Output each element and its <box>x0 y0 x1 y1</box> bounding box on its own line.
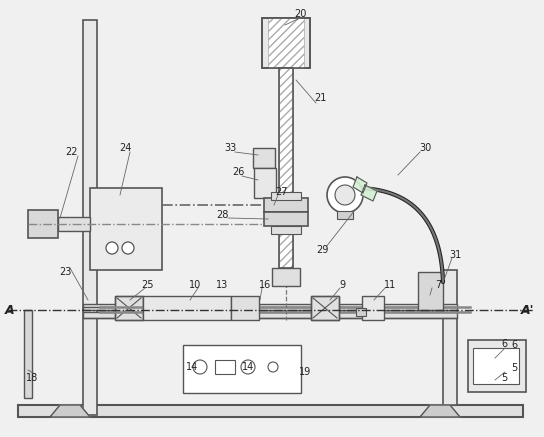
Text: A: A <box>5 304 15 316</box>
Polygon shape <box>420 405 460 417</box>
Bar <box>264 212 308 226</box>
Bar <box>268 18 304 68</box>
Text: 26: 26 <box>232 167 244 177</box>
Bar <box>271 192 301 200</box>
Text: 10: 10 <box>189 280 201 290</box>
Bar <box>262 18 310 68</box>
Circle shape <box>335 185 355 205</box>
Bar <box>356 308 366 316</box>
Text: 18: 18 <box>26 373 38 383</box>
Polygon shape <box>361 185 377 201</box>
Bar <box>183 345 301 393</box>
Text: 33: 33 <box>224 143 236 153</box>
Text: 28: 28 <box>216 210 228 220</box>
Bar <box>90 188 162 270</box>
Circle shape <box>241 360 255 374</box>
Text: 11: 11 <box>384 280 396 290</box>
Bar <box>443 270 457 405</box>
Polygon shape <box>353 177 367 193</box>
Circle shape <box>327 177 363 213</box>
Text: 31: 31 <box>449 250 461 260</box>
Bar <box>83 20 97 415</box>
Text: 21: 21 <box>314 93 326 103</box>
Bar <box>468 340 526 392</box>
Bar <box>231 296 259 320</box>
Circle shape <box>106 242 118 254</box>
Text: 14: 14 <box>186 362 198 372</box>
Bar <box>18 405 523 417</box>
Text: 5: 5 <box>511 363 517 373</box>
Bar <box>253 148 275 168</box>
Bar <box>279 68 293 268</box>
Text: 25: 25 <box>142 280 154 290</box>
Bar <box>58 217 90 231</box>
Bar <box>254 168 276 198</box>
Bar <box>28 210 58 238</box>
Bar <box>262 18 310 68</box>
Text: 9: 9 <box>339 280 345 290</box>
Bar <box>311 296 339 320</box>
Bar <box>143 296 231 320</box>
Text: 24: 24 <box>119 143 131 153</box>
Text: 27: 27 <box>276 187 288 197</box>
Circle shape <box>193 360 207 374</box>
Text: 20: 20 <box>294 9 306 19</box>
Bar <box>337 211 353 219</box>
Bar <box>271 226 301 234</box>
Bar <box>115 296 143 320</box>
Text: 19: 19 <box>299 367 311 377</box>
Text: 23: 23 <box>59 267 71 277</box>
Bar <box>264 198 308 212</box>
Bar <box>418 272 443 310</box>
Text: 22: 22 <box>66 147 78 157</box>
Bar <box>83 304 457 310</box>
Text: 29: 29 <box>316 245 328 255</box>
Bar <box>311 296 339 320</box>
Bar <box>279 68 293 268</box>
Bar <box>215 360 235 374</box>
Circle shape <box>122 242 134 254</box>
Text: 6: 6 <box>501 339 507 349</box>
Bar <box>83 312 457 318</box>
Text: 7: 7 <box>435 280 441 290</box>
Text: 16: 16 <box>259 280 271 290</box>
Text: A': A' <box>521 304 535 316</box>
Bar <box>362 296 384 320</box>
Text: 5: 5 <box>501 373 507 383</box>
Circle shape <box>268 362 278 372</box>
Bar <box>473 348 519 384</box>
Text: 13: 13 <box>216 280 228 290</box>
Bar <box>115 296 143 320</box>
Text: 14: 14 <box>242 362 254 372</box>
Polygon shape <box>50 405 90 417</box>
Text: 6: 6 <box>511 340 517 350</box>
Bar <box>272 268 300 286</box>
Bar <box>24 310 32 398</box>
Text: 30: 30 <box>419 143 431 153</box>
